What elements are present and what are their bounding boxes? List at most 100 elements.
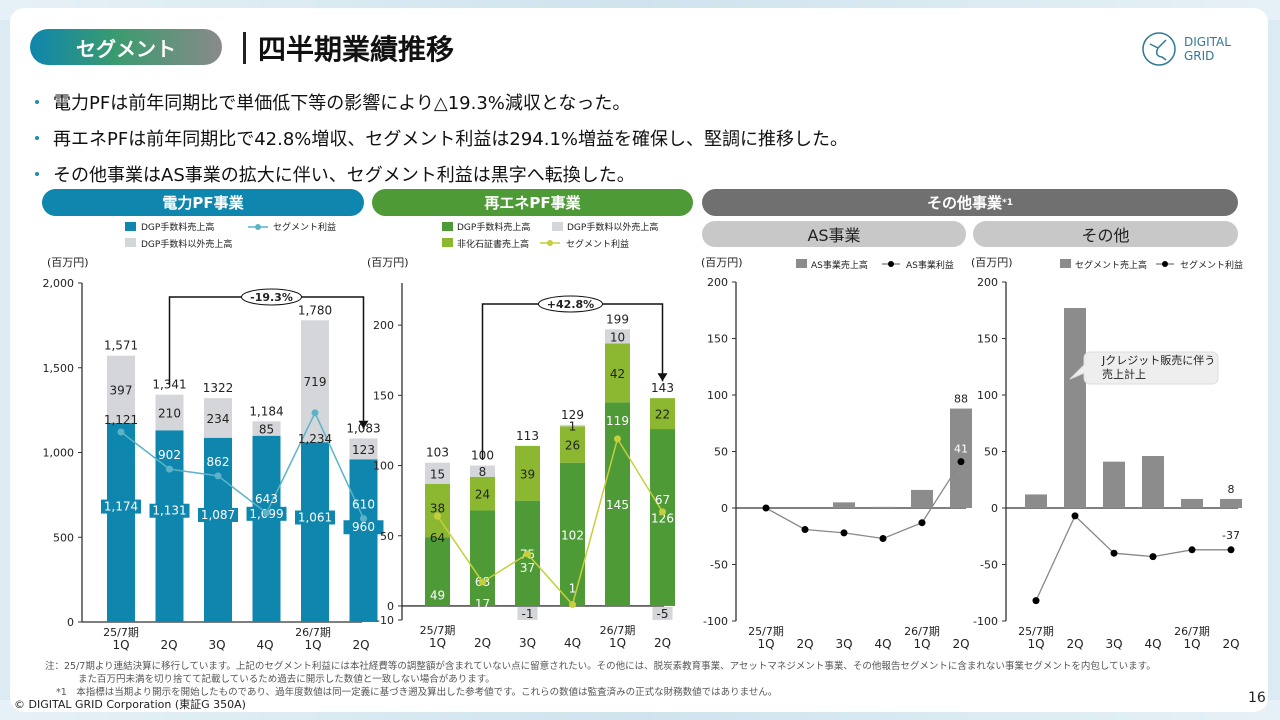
change-badge-label: +42.8% — [547, 298, 594, 311]
bullet-item: 再エネPFは前年同期比で42.8%増収、セグメント利益は294.1%増益を確保し… — [35, 120, 848, 156]
profit-point — [117, 428, 125, 436]
data-label-bg — [149, 503, 190, 518]
y-tick-label: 0 — [991, 502, 998, 515]
segment-header-other: その他事業 *1 — [702, 189, 1238, 216]
x-tick-label: 1Q — [429, 636, 446, 650]
data-label-total: 1,341 — [152, 378, 186, 392]
x-tick-label: 2Q — [474, 636, 491, 650]
legend-label: セグメント利益 — [273, 221, 336, 233]
data-label-dgp: 1,131 — [152, 504, 186, 518]
data-label-sales: 8 — [1228, 483, 1235, 496]
segment-header-other-label: その他事業 — [927, 194, 1003, 212]
legend-label: DGP手数料以外売上高 — [141, 238, 232, 250]
page-title: 四半期業績推移 — [258, 33, 455, 66]
y-tick-label: 0 — [67, 616, 74, 629]
summary-bullets: 電力PFは前年同期比で単価低下等の影響により△19.3%減収となった。 再エネP… — [35, 84, 848, 192]
bar-non-dgp — [517, 606, 538, 620]
x-tick-label: 2Q — [160, 638, 177, 652]
bullet-dot-icon — [35, 136, 39, 140]
title-divider — [243, 32, 246, 64]
bar-non-dgp — [349, 438, 378, 460]
data-label-total: 143 — [651, 381, 674, 395]
legend-swatch-sales — [1060, 259, 1071, 268]
bar-sales — [1220, 498, 1242, 508]
legend-marker-profit — [255, 224, 261, 230]
legend-label: 非化石証書売上高 — [457, 238, 529, 250]
y-tick-label: 1,000 — [43, 447, 75, 460]
section-pill: セグメント — [30, 29, 222, 65]
data-label-non-dgp: -5 — [657, 607, 669, 621]
bar-non-dgp — [301, 320, 329, 443]
data-label-non-dgp: 15 — [430, 467, 445, 481]
x-tick-label: 1Q — [757, 637, 774, 651]
subheader-misc: その他 — [973, 221, 1238, 247]
bar-dgp — [349, 459, 378, 622]
profit-point — [1110, 549, 1118, 557]
data-label-bg — [295, 510, 335, 525]
bar-non-dgp — [470, 465, 495, 477]
legend-label: DGP手数料売上高 — [457, 221, 530, 233]
profit-line — [1035, 514, 1231, 601]
y-tick-label: -100 — [973, 615, 998, 628]
data-label-profit: 1,121 — [104, 413, 138, 427]
data-label-profit: 1 — [569, 582, 577, 596]
period-label: 25/7期 — [748, 625, 784, 638]
profit-point — [801, 525, 809, 533]
data-label-dgp: 960 — [352, 520, 375, 534]
data-label-total: 1322 — [203, 381, 234, 395]
legend-marker-profit — [888, 261, 894, 267]
y-tick-label: -50 — [710, 559, 728, 572]
bar-nonfossil — [605, 343, 630, 403]
profit-point — [1149, 553, 1157, 561]
bar-nonfossil — [650, 398, 675, 430]
bar-non-dgp — [605, 329, 630, 344]
profit-point — [762, 504, 770, 512]
period-label: 25/7期 — [420, 624, 456, 637]
y-tick-label: 1,500 — [43, 362, 75, 375]
profit-point — [659, 508, 666, 516]
legend-label: AS事業利益 — [906, 259, 954, 271]
data-label-bg — [198, 507, 238, 522]
y-tick-label: 500 — [53, 531, 74, 544]
data-label-nonfossil: 38 — [430, 501, 445, 515]
bar-sales — [911, 489, 933, 508]
bar-sales — [1142, 456, 1164, 508]
y-tick-label: 2,000 — [43, 277, 75, 290]
company-logo: DIGITAL GRID — [1140, 30, 1231, 68]
profit-point — [479, 578, 486, 586]
y-tick-label: 100 — [707, 389, 728, 402]
y-tick-label: 200 — [977, 276, 998, 289]
unit-label: (百万円) — [47, 256, 89, 269]
bar-sales — [1181, 498, 1203, 508]
legend-marker-profit — [547, 240, 553, 246]
x-tick-label: 1Q — [1183, 637, 1200, 651]
profit-point — [524, 550, 531, 558]
data-label-non-dgp: 719 — [304, 375, 327, 389]
bar-dgp — [470, 510, 495, 606]
x-tick-label: 4Q — [1144, 637, 1161, 651]
period-label: 26/7期 — [600, 624, 636, 637]
bar-dgp — [107, 423, 135, 622]
profit-point — [614, 435, 621, 443]
y-tick-label: 50 — [380, 530, 394, 543]
period-label: 25/7期 — [103, 626, 139, 639]
data-label-profit: 643 — [255, 492, 278, 506]
legend-label: セグメント利益 — [1180, 259, 1243, 271]
bar-non-dgp — [107, 355, 135, 424]
data-label-nonfossil: 39 — [520, 467, 535, 481]
bird-logo-icon — [1142, 32, 1176, 66]
bar-non-dgp — [560, 424, 585, 427]
profit-point — [879, 535, 887, 543]
data-label-profit: 610 — [352, 498, 375, 512]
data-label-bg — [101, 499, 141, 514]
data-label-dgp: 1,174 — [104, 500, 138, 514]
x-tick-label: 2Q — [654, 636, 671, 650]
y-tick-label: 50 — [714, 446, 728, 459]
data-label-nonfossil: 26 — [565, 438, 580, 452]
bar-non-dgp — [204, 398, 232, 438]
period-label: 25/7期 — [1018, 625, 1054, 638]
data-label-total: 129 — [561, 408, 584, 422]
bullet-dot-icon — [35, 172, 39, 176]
y-tick-label: 0 — [721, 502, 728, 515]
